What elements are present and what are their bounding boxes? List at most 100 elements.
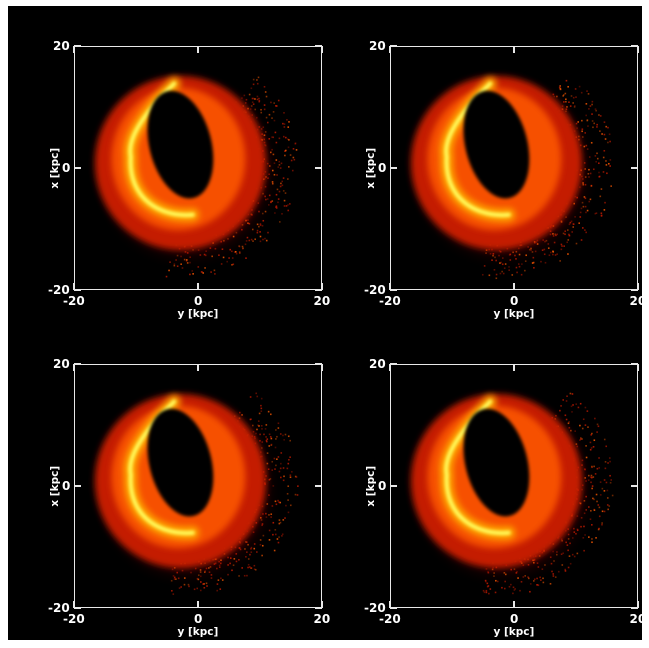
- y-tick-label: -20: [364, 283, 386, 297]
- y-tick: [74, 363, 81, 365]
- y-tick: [631, 289, 638, 291]
- figure-grid: -20 0 20 -20 0 20 y [kpc] x [kpc] -20 0 20 -20 0 20 y…: [8, 6, 642, 640]
- panel-bottom-left: -20 0 20 -20 0 20 y [kpc] x [kpc]: [44, 358, 332, 640]
- y-tick: [74, 485, 81, 487]
- y-tick: [631, 607, 638, 609]
- x-tick-label: 20: [313, 612, 331, 626]
- x-tick: [637, 364, 639, 371]
- y-tick: [390, 363, 397, 365]
- x-tick: [73, 283, 75, 290]
- y-tick: [315, 167, 322, 169]
- plot-area: [390, 364, 638, 608]
- y-tick: [315, 45, 322, 47]
- y-tick: [631, 485, 638, 487]
- y-tick: [315, 485, 322, 487]
- x-tick: [513, 283, 515, 290]
- x-tick-label: -20: [63, 294, 85, 308]
- panel-top-right: -20 0 20 -20 0 20 y [kpc] x [kpc]: [360, 40, 643, 340]
- y-tick: [631, 167, 638, 169]
- x-tick: [513, 601, 515, 608]
- x-tick: [197, 46, 199, 53]
- y-tick: [74, 289, 81, 291]
- x-axis-label: y [kpc]: [177, 308, 219, 320]
- x-tick-label: 20: [629, 612, 643, 626]
- bright-arc: [444, 399, 511, 536]
- density-map: [404, 70, 612, 280]
- x-tick-label: 20: [313, 294, 331, 308]
- y-tick: [390, 289, 397, 291]
- y-tick-label: 20: [369, 357, 386, 371]
- bright-arc: [128, 81, 195, 218]
- y-tick: [631, 363, 638, 365]
- x-tick-label: -20: [63, 612, 85, 626]
- y-axis-label: x [kpc]: [365, 147, 378, 189]
- central-hole: [463, 408, 530, 517]
- x-tick: [73, 46, 75, 53]
- y-tick-label: 20: [53, 357, 70, 371]
- y-tick: [74, 45, 81, 47]
- y-tick-label: 0: [62, 479, 71, 493]
- x-tick-label: 20: [629, 294, 643, 308]
- y-tick: [390, 45, 397, 47]
- y-tick-label: 0: [378, 479, 387, 493]
- plot-area: [74, 364, 322, 608]
- x-axis-label: y [kpc]: [493, 626, 535, 638]
- x-tick: [513, 46, 515, 53]
- x-tick-label: 0: [194, 294, 203, 308]
- y-tick-label: 0: [62, 161, 71, 175]
- panel-top-left: -20 0 20 -20 0 20 y [kpc] x [kpc]: [44, 40, 332, 340]
- y-tick: [390, 485, 397, 487]
- y-tick-label: 20: [369, 39, 386, 53]
- x-axis-label: y [kpc]: [177, 626, 219, 638]
- central-hole: [147, 90, 214, 199]
- y-axis-label: x [kpc]: [365, 465, 378, 507]
- x-tick: [637, 601, 639, 608]
- y-tick-label: -20: [48, 283, 70, 297]
- x-tick: [321, 283, 323, 290]
- x-tick: [73, 364, 75, 371]
- x-tick-label: 0: [510, 612, 519, 626]
- density-map: [88, 70, 298, 278]
- y-tick: [390, 167, 397, 169]
- density-map: [404, 388, 614, 595]
- bright-arc: [444, 81, 511, 218]
- y-tick-label: -20: [364, 601, 386, 615]
- y-axis-label: x [kpc]: [49, 147, 62, 189]
- x-tick: [197, 364, 199, 371]
- x-tick: [637, 283, 639, 290]
- y-tick: [74, 607, 81, 609]
- x-axis-label: y [kpc]: [493, 308, 535, 320]
- y-tick: [315, 363, 322, 365]
- x-tick: [389, 364, 391, 371]
- x-tick: [321, 601, 323, 608]
- x-tick: [321, 364, 323, 371]
- y-tick: [315, 607, 322, 609]
- density-map: [88, 388, 299, 595]
- x-tick: [321, 46, 323, 53]
- x-tick: [389, 601, 391, 608]
- plot-area: [74, 46, 322, 290]
- x-tick-label: -20: [379, 294, 401, 308]
- y-tick: [631, 45, 638, 47]
- y-tick: [390, 607, 397, 609]
- y-tick-label: -20: [48, 601, 70, 615]
- x-tick-label: 0: [510, 294, 519, 308]
- x-tick: [389, 46, 391, 53]
- x-tick-label: -20: [379, 612, 401, 626]
- panel-bottom-right: -20 0 20 -20 0 20 y [kpc] x [kpc]: [360, 358, 643, 640]
- y-tick: [74, 167, 81, 169]
- bright-arc: [128, 399, 195, 536]
- central-hole: [147, 408, 214, 517]
- central-hole: [463, 90, 530, 199]
- x-tick: [637, 46, 639, 53]
- y-axis-label: x [kpc]: [49, 465, 62, 507]
- plot-area: [390, 46, 638, 290]
- x-tick: [389, 283, 391, 290]
- x-tick: [73, 601, 75, 608]
- x-tick: [197, 283, 199, 290]
- y-tick-label: 0: [378, 161, 387, 175]
- x-tick: [513, 364, 515, 371]
- y-tick-label: 20: [53, 39, 70, 53]
- y-tick: [315, 289, 322, 291]
- x-tick-label: 0: [194, 612, 203, 626]
